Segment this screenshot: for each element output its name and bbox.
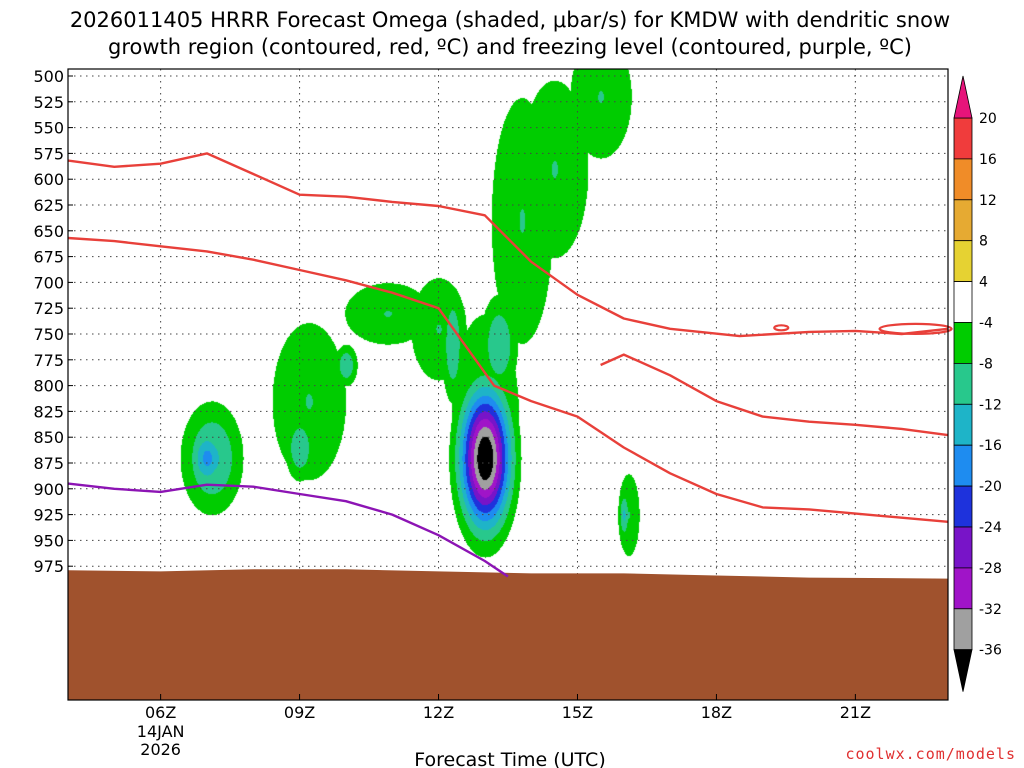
plot-area: [67, 68, 953, 701]
terrain-fill: [68, 569, 948, 700]
x-tick-label-12Z: 12Z: [423, 703, 454, 722]
dgz-contour--18: [68, 236, 948, 523]
x-tick-label-09Z: 09Z: [284, 703, 315, 722]
colorbar-bin--24--20: [953, 485, 973, 528]
y-tick-label-525: 525: [33, 93, 64, 112]
x-tick-date: 14JAN: [137, 722, 185, 741]
colorbar-bin--4-4: [953, 281, 973, 323]
y-tick-label-950: 950: [33, 531, 64, 550]
colorbar-label--16: -16: [979, 438, 1002, 454]
y-tick-label-825: 825: [33, 402, 64, 421]
y-tick-label-925: 925: [33, 506, 64, 525]
colorbar-label--28: -28: [979, 561, 1002, 577]
x-tick-label-21Z: 21Z: [840, 703, 871, 722]
colorbar-label--24: -24: [979, 520, 1002, 536]
colorbar-label-16: 16: [979, 152, 997, 168]
y-tick-label-725: 725: [33, 299, 64, 318]
colorbar-bin--12--8: [953, 362, 973, 405]
colorbar-bin--20--16: [953, 444, 973, 487]
y-tick-label-500: 500: [33, 67, 64, 86]
colorbar-bin-8-12: [953, 199, 973, 242]
plot-frame: [67, 68, 949, 701]
y-tick-label-700: 700: [33, 273, 64, 292]
title: 2026011405 HRRR Forecast Omega (shaded, …: [70, 8, 950, 59]
colorbar-label-8: 8: [979, 234, 988, 250]
colorbar-label--36: -36: [979, 643, 1002, 659]
y-axis: 500 525 550 575 600 625 650 675 700 725 750 775 800 8…: [33, 67, 73, 576]
dgz-contour-loop-2: [878, 322, 953, 335]
colorbar-label--4: -4: [979, 316, 993, 332]
y-tick-label-875: 875: [33, 454, 64, 473]
colorbar-bin--28--24: [953, 526, 973, 569]
chart-title-line1: 2026011405 HRRR Forecast Omega (shaded, …: [70, 8, 950, 32]
y-tick-label-900: 900: [33, 480, 64, 499]
x-axis-title: Forecast Time (UTC): [414, 749, 605, 768]
y-tick-label-550: 550: [33, 119, 64, 138]
colorbar-label-4: 4: [979, 275, 988, 291]
colorbar-bin--32--28: [953, 567, 973, 610]
colorbar-arrow-bottom: [953, 649, 973, 692]
freezing-level-contour-0: [68, 482, 509, 578]
colorbar-label--32: -32: [979, 602, 1002, 618]
y-tick-label-625: 625: [33, 196, 64, 215]
colorbar-bin--8--4: [953, 322, 973, 364]
x-tick-year: 2026: [140, 740, 181, 759]
grid: [68, 69, 948, 700]
colorbar-bin--16--12: [953, 403, 973, 446]
dgz-contour-loop-1: [773, 324, 790, 332]
dgz-contour--12: [68, 152, 948, 338]
colorbar-arrow-top: [953, 75, 973, 119]
y-tick-label-800: 800: [33, 377, 64, 396]
x-tick-label-15Z: 15Z: [562, 703, 593, 722]
colorbar-bin-12-16: [953, 158, 973, 201]
colorbar-label--8: -8: [979, 356, 993, 372]
y-tick-label-850: 850: [33, 428, 64, 447]
credit-text: coolwx.com/models: [845, 745, 1016, 763]
colorbar-bin-16-20: [953, 117, 973, 160]
colorbar-label-12: 12: [979, 193, 997, 209]
dgz-contour--12b: [600, 353, 948, 437]
x-tick-label-18Z: 18Z: [701, 703, 732, 722]
y-tick-label-750: 750: [33, 325, 64, 344]
colorbar-bin--36--32: [953, 608, 973, 651]
colorbar-bin-4-8: [953, 240, 973, 282]
y-tick-label-600: 600: [33, 170, 64, 189]
colorbar-label--12: -12: [979, 397, 1002, 413]
colorbar-label--20: -20: [979, 479, 1002, 495]
colorbar: 20 16 12 8 4 -4 -8 -12 -16 -20 -24 -28 -32 -36: [953, 75, 1002, 692]
colorbar-label-20: 20: [979, 111, 997, 127]
y-tick-label-975: 975: [33, 557, 64, 576]
x-tick-label-06Z: 06Z: [145, 703, 176, 722]
y-tick-label-650: 650: [33, 222, 64, 241]
y-tick-label-775: 775: [33, 351, 64, 370]
y-tick-label-575: 575: [33, 144, 64, 163]
y-tick-label-675: 675: [33, 248, 64, 267]
chart-title-line2: growth region (contoured, red, ºC) and f…: [108, 35, 912, 59]
